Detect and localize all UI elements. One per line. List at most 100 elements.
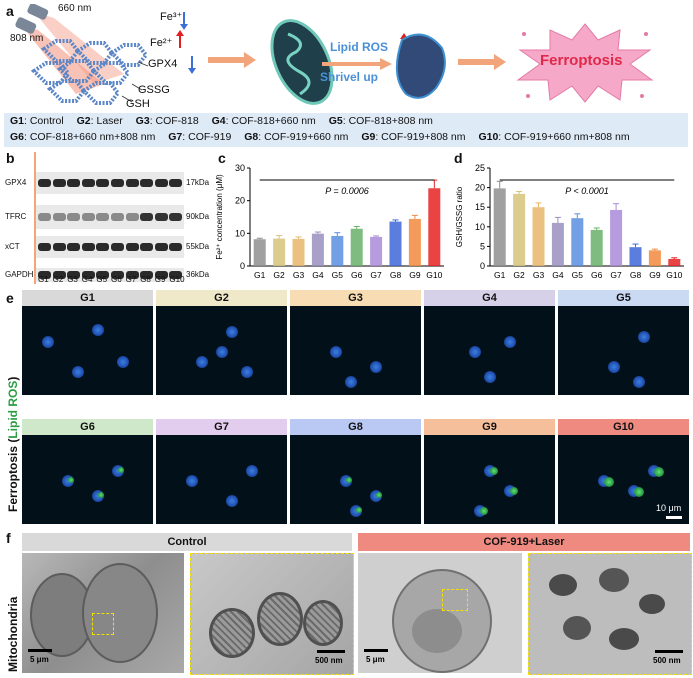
y-tick-label: 25 — [475, 163, 485, 173]
blot-lane-label: G7 — [125, 275, 137, 284]
x-tick-label: G5 — [572, 270, 584, 280]
cof-lattice-icon — [30, 39, 149, 105]
lipid-ros-label: Lipid ROS — [330, 40, 388, 54]
process-arrow-2-icon — [322, 58, 392, 70]
bar — [668, 258, 681, 266]
micro-scale-bar — [666, 516, 682, 519]
blot-lane-label: G8 — [140, 275, 151, 284]
tem-control-header: Control — [22, 533, 352, 551]
blot-band — [125, 213, 139, 221]
legend-row-2: G6: COF-818+660 nm+808 nm G7: COF-919 G8… — [10, 131, 640, 143]
gssg-label: GSSG — [138, 84, 170, 96]
x-tick-label: G8 — [390, 270, 402, 280]
shriveled-mitochondrion-icon — [395, 33, 446, 99]
blot-band — [169, 179, 183, 187]
x-tick-label: G8 — [630, 270, 642, 280]
lipid-ros-signal — [346, 477, 352, 483]
damaged-mito-3 — [639, 594, 665, 614]
p-value-annotation: P < 0.0001 — [565, 186, 608, 196]
blot-lane-label: G2 — [52, 275, 64, 284]
cell-nucleus-2 — [82, 563, 158, 663]
panel-label-a: a — [6, 3, 14, 19]
x-tick-label: G2 — [513, 270, 525, 280]
bar — [389, 221, 402, 266]
blot-band — [67, 271, 81, 279]
mitochondrion-2 — [257, 592, 303, 646]
x-tick-label: G3 — [293, 270, 305, 280]
legend-g1-text: : Control — [24, 115, 64, 127]
x-tick-label: G5 — [332, 270, 344, 280]
legend-g6-id: G6 — [10, 131, 25, 143]
nucleus — [241, 366, 253, 378]
panel-label-f: f — [6, 530, 11, 546]
legend-g4-id: G4 — [211, 115, 226, 127]
y-tick-label: 15 — [475, 202, 485, 212]
bar — [292, 238, 305, 266]
nucleus — [42, 336, 54, 348]
panel-label-d: d — [454, 150, 463, 166]
nucleus — [72, 366, 84, 378]
bar — [408, 218, 421, 266]
blot-kda-label: 55kDa — [186, 242, 210, 251]
blot-lane-label: G10 — [169, 275, 185, 284]
blot-lane-label: G6 — [111, 275, 122, 284]
blot-band — [38, 179, 51, 187]
blot-band — [81, 213, 95, 221]
lipid-ros-signal — [356, 507, 362, 513]
micro-group-header: G8 — [290, 419, 421, 435]
scale-bar-500nm — [317, 650, 345, 653]
blot-strip — [36, 236, 184, 258]
zoom-box-treated — [442, 589, 468, 611]
blot-band — [96, 243, 110, 251]
scale-label-500nm: 500 nm — [315, 656, 343, 665]
nucleus — [186, 475, 198, 487]
legend-g4-text: : COF-818+660 nm — [225, 115, 316, 127]
micro-group-header: G2 — [156, 290, 287, 306]
blot-band — [111, 213, 124, 221]
micro-group-header: G5 — [558, 290, 689, 306]
side-label-prefix: Ferroptosis ( — [6, 438, 20, 512]
blot-protein-label: TFRC — [5, 212, 27, 221]
blot-kda-label: 17kDa — [186, 178, 210, 187]
tem-control-zoom: 500 nm — [190, 553, 354, 675]
legend-row-1: G1: Control G2: Laser G3: COF-818 G4: CO… — [10, 115, 443, 127]
group-legend: G1: Control G2: Laser G3: COF-818 G4: CO… — [4, 113, 688, 147]
scale-label-5um-treated: 5 μm — [366, 655, 385, 664]
blot-kda-label: 90kDa — [186, 212, 210, 221]
bar — [648, 250, 661, 266]
tem-treated-overview: 5 μm — [358, 553, 522, 673]
nucleus — [330, 346, 342, 358]
micro-group-header: G4 — [424, 290, 555, 306]
micro-group-header: G6 — [22, 419, 153, 435]
blot-band — [169, 213, 183, 221]
blot-lane-label: G9 — [154, 275, 166, 284]
y-axis-label: GSH/GSSG ratio — [455, 186, 464, 247]
laser-808-icon — [15, 17, 37, 34]
mitochondrion-icon — [270, 19, 334, 105]
nucleus — [484, 371, 496, 383]
legend-g3-text: : COF-818 — [149, 115, 199, 127]
lipid-ros-signal — [490, 467, 498, 475]
bar — [370, 236, 383, 266]
lipid-ros-signal — [98, 492, 104, 498]
nucleus — [504, 336, 516, 348]
gsh-gssg-ratio-chart: 0 5 10 15 20 25 G1 G2 G3 G4 G5 G6 G7 G8 G9 G10 P < 0.000… — [455, 163, 684, 280]
blot-band — [140, 179, 154, 187]
wavelength-660-label: 660 nm — [58, 3, 92, 14]
bar — [273, 238, 286, 266]
legend-g5-id: G5 — [328, 115, 343, 127]
nucleus — [608, 361, 620, 373]
blot-band — [125, 271, 139, 279]
micro-image — [22, 306, 153, 395]
legend-g2-text: : Laser — [90, 115, 123, 127]
micro-group-header: G3 — [290, 290, 421, 306]
x-tick-label: G10 — [666, 270, 682, 280]
tem-treated-header: COF-919+Laser — [358, 533, 690, 551]
micro-image — [22, 435, 153, 524]
bar — [551, 222, 564, 266]
blot-band — [154, 271, 168, 279]
lipid-ros-signal — [118, 467, 124, 473]
micro-group-header: G7 — [156, 419, 287, 435]
blot-lane-label: G4 — [81, 275, 93, 284]
blot-band — [154, 179, 168, 187]
